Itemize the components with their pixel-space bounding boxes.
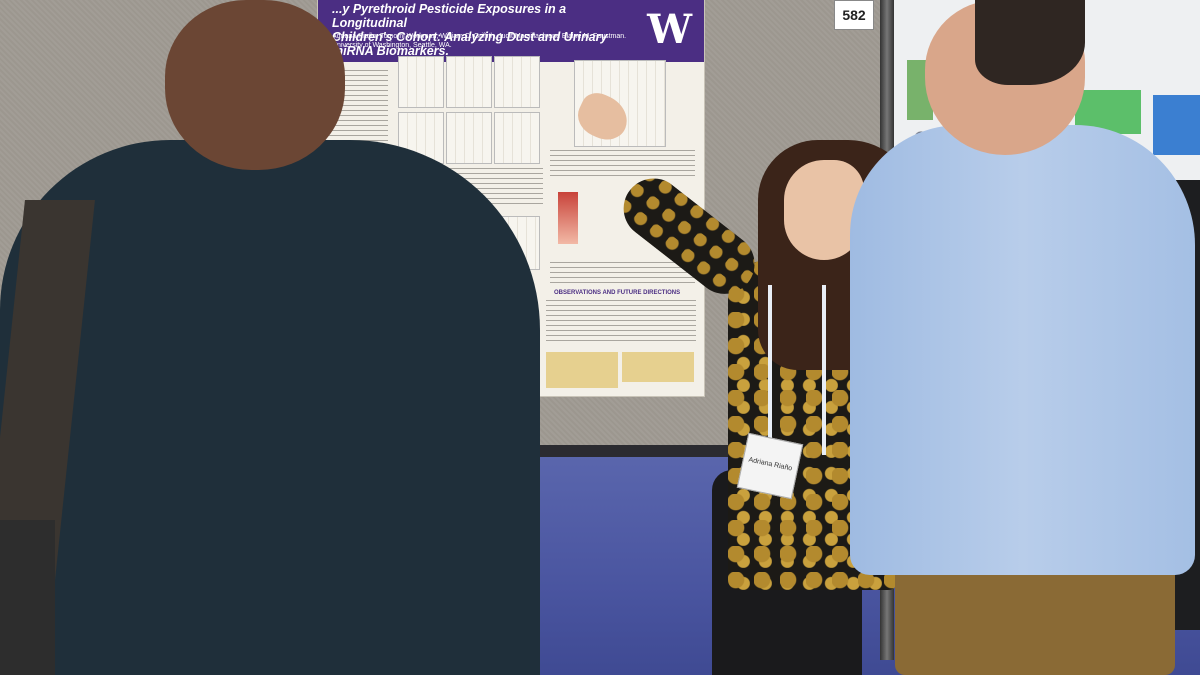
- poster-plot: [398, 56, 444, 108]
- uw-logo: W: [647, 6, 692, 53]
- badge-name: Adriana Riaño: [747, 456, 793, 473]
- poster-heatmap: [558, 192, 578, 244]
- poster-text-block: [550, 262, 695, 284]
- poster-affiliation: University of Washington, Seattle, WA.: [332, 42, 452, 49]
- poster-plot: [494, 112, 540, 164]
- left-attendee-head: [165, 0, 345, 170]
- poster-title-line-1: ...y Pyrethroid Pesticide Exposures in a…: [332, 2, 567, 30]
- shoulder-bag: [0, 520, 55, 675]
- poster-observations-heading: OBSERVATIONS AND FUTURE DIRECTIONS: [554, 290, 681, 296]
- right-attendee-hair: [975, 0, 1085, 85]
- poster-text-block: [546, 300, 696, 345]
- poster-plot: [494, 56, 540, 108]
- poster-graphic: [1153, 95, 1200, 155]
- booth-number-sign: 582: [834, 0, 874, 30]
- poster-plot: [446, 56, 492, 108]
- poster-title: ...y Pyrethroid Pesticide Exposures in a…: [332, 2, 632, 58]
- right-attendee-shirt: [850, 125, 1195, 575]
- poster-title-line-2: Children's Cohort: Analyzing Dust and Ur…: [332, 30, 608, 58]
- poster-text-block: [550, 150, 695, 180]
- presenter-lanyard: [768, 285, 826, 455]
- poster-plot: [446, 112, 492, 164]
- poster-author-list: Adriana Riaño, Tomomi Workman, William C…: [332, 33, 627, 40]
- presenter-name-badge: Adriana Riaño: [736, 432, 804, 500]
- poster-authors: Adriana Riaño, Tomomi Workman, William C…: [332, 32, 632, 50]
- poster-callout: [622, 352, 694, 382]
- poster-callout: [546, 352, 618, 388]
- poster-title-band: ...y Pyrethroid Pesticide Exposures in a…: [318, 0, 704, 62]
- poster-results-heading: RESULTS: [458, 48, 486, 54]
